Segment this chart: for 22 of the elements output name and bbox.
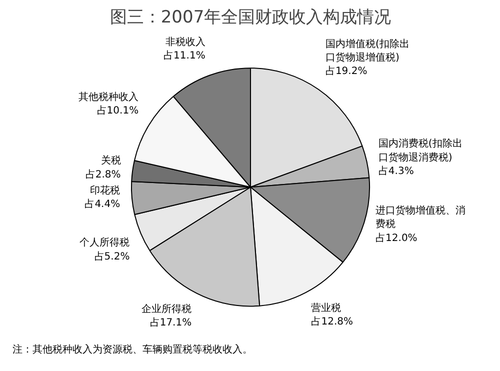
- data-label: 占5.2%: [94, 250, 130, 262]
- data-label: 占17.1%: [150, 316, 192, 329]
- slice-label: 其他税种收入: [78, 90, 139, 103]
- slice-label: 国内增值税(扣除出口货物退增值税): [325, 38, 410, 64]
- slice-label: 非税收入: [165, 36, 206, 48]
- data-label: 占10.1%: [96, 104, 139, 117]
- text: 注：其他税种收入为资源税、车辆购置税等税收收入。: [12, 344, 252, 356]
- data-label: 占19.2%: [325, 65, 368, 78]
- data-label: 占4.4%: [84, 198, 120, 210]
- data-label: 占4.3%: [378, 164, 414, 177]
- slice-label: 国内消费税(扣除出口货物退消费税): [378, 138, 462, 164]
- data-label: 占11.1%: [164, 50, 206, 62]
- data-label: 占12.0%: [376, 232, 418, 244]
- slice-label: 关税: [100, 154, 121, 167]
- slice-label: 营业税: [311, 302, 342, 314]
- slice-label: 印花税: [90, 184, 120, 196]
- data-label: 占2.8%: [85, 168, 121, 180]
- slice-label: 企业所得税: [142, 302, 192, 315]
- slice-label: 进口货物增值税、消费税: [376, 204, 466, 230]
- chart-title: 图三：2007年全国财政收入构成情况: [110, 8, 392, 28]
- data-label: 占12.8%: [311, 316, 354, 328]
- slice-label: 个人所得税: [80, 236, 130, 249]
